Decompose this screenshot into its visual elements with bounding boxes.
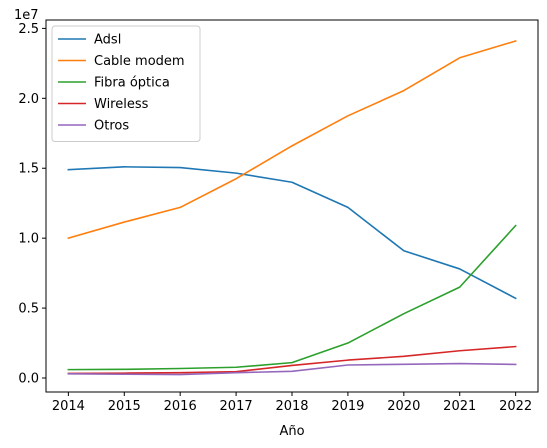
y-tick-label-4: 2.0 [18,92,39,107]
y-tick-label-5: 2.5 [18,22,39,37]
x-tick-label-4: 2018 [275,399,308,414]
x-axis-label: Año [279,424,304,439]
legend-label-3: Wireless [94,97,149,112]
legend-label-2: Fibra óptica [94,76,170,91]
x-tick-label-1: 2015 [108,399,141,414]
y-tick-label-1: 0.5 [18,302,39,317]
x-tick-label-0: 2014 [52,399,85,414]
series-line-4 [67,362,517,376]
x-tick-label-7: 2021 [443,399,476,414]
legend: Adsl Cable modem Fibra óptica Wireless Otros [51,25,201,142]
y-tick-label-0: 0.0 [18,372,39,387]
x-tick-label-3: 2017 [220,399,253,414]
y-tick-label-3: 1.5 [18,162,39,177]
y-offset-label: 1e7 [14,8,39,23]
y-tick-label-2: 1.0 [18,232,39,247]
series-layer [67,39,517,376]
x-tick-label-5: 2019 [331,399,364,414]
series-line-2 [67,224,517,371]
x-tick-label-2: 2016 [164,399,197,414]
series-line-1 [67,39,517,240]
x-tick-label-6: 2020 [387,399,420,414]
series-line-3 [67,345,517,375]
x-axis: 2014 2015 2016 2017 2018 2019 2020 2021 2022 [52,392,532,414]
x-tick-label-8: 2022 [499,399,532,414]
y-axis: 0.0 0.5 1.0 1.5 2.0 2.5 [18,22,46,387]
series-line-0 [67,166,517,300]
legend-label-0: Adsl [94,33,121,48]
legend-box [51,25,201,142]
legend-label-4: Otros [94,119,129,134]
legend-label-1: Cable modem [94,54,185,69]
